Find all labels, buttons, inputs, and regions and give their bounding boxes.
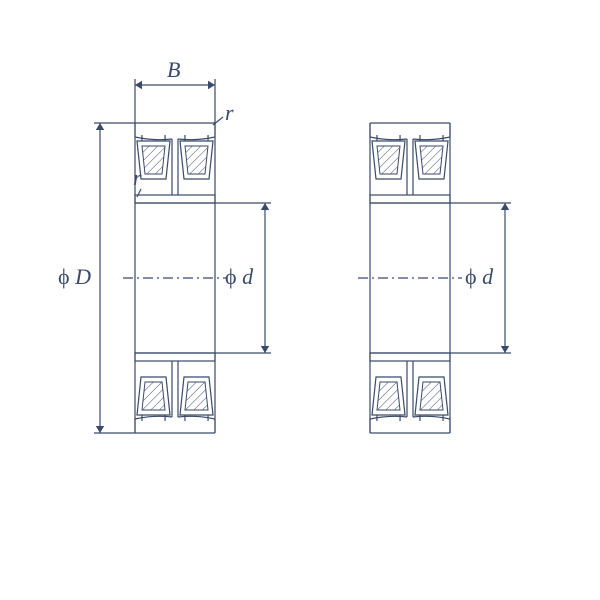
label-phid-left: ϕ d	[225, 264, 254, 289]
label-r-inner: r	[133, 165, 142, 190]
label-phid-right: ϕ d	[465, 264, 494, 289]
label-phiD: ϕ D	[58, 264, 91, 289]
label-B: B	[167, 57, 180, 82]
label-r-top: r	[225, 100, 234, 125]
bearing-section-diagram: Br r ϕ D ϕ d ϕ d	[0, 0, 600, 600]
